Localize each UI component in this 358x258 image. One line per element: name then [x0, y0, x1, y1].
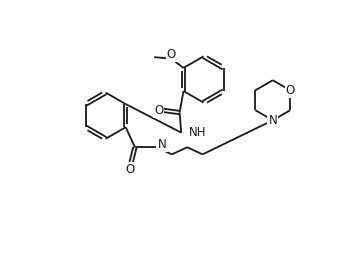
Text: O: O [286, 84, 295, 97]
Text: N: N [158, 138, 167, 151]
Text: N: N [268, 114, 277, 127]
Text: NH: NH [189, 126, 206, 139]
Text: H: H [157, 139, 165, 149]
Text: O: O [154, 104, 164, 117]
Text: O: O [166, 47, 176, 61]
Text: O: O [126, 163, 135, 176]
